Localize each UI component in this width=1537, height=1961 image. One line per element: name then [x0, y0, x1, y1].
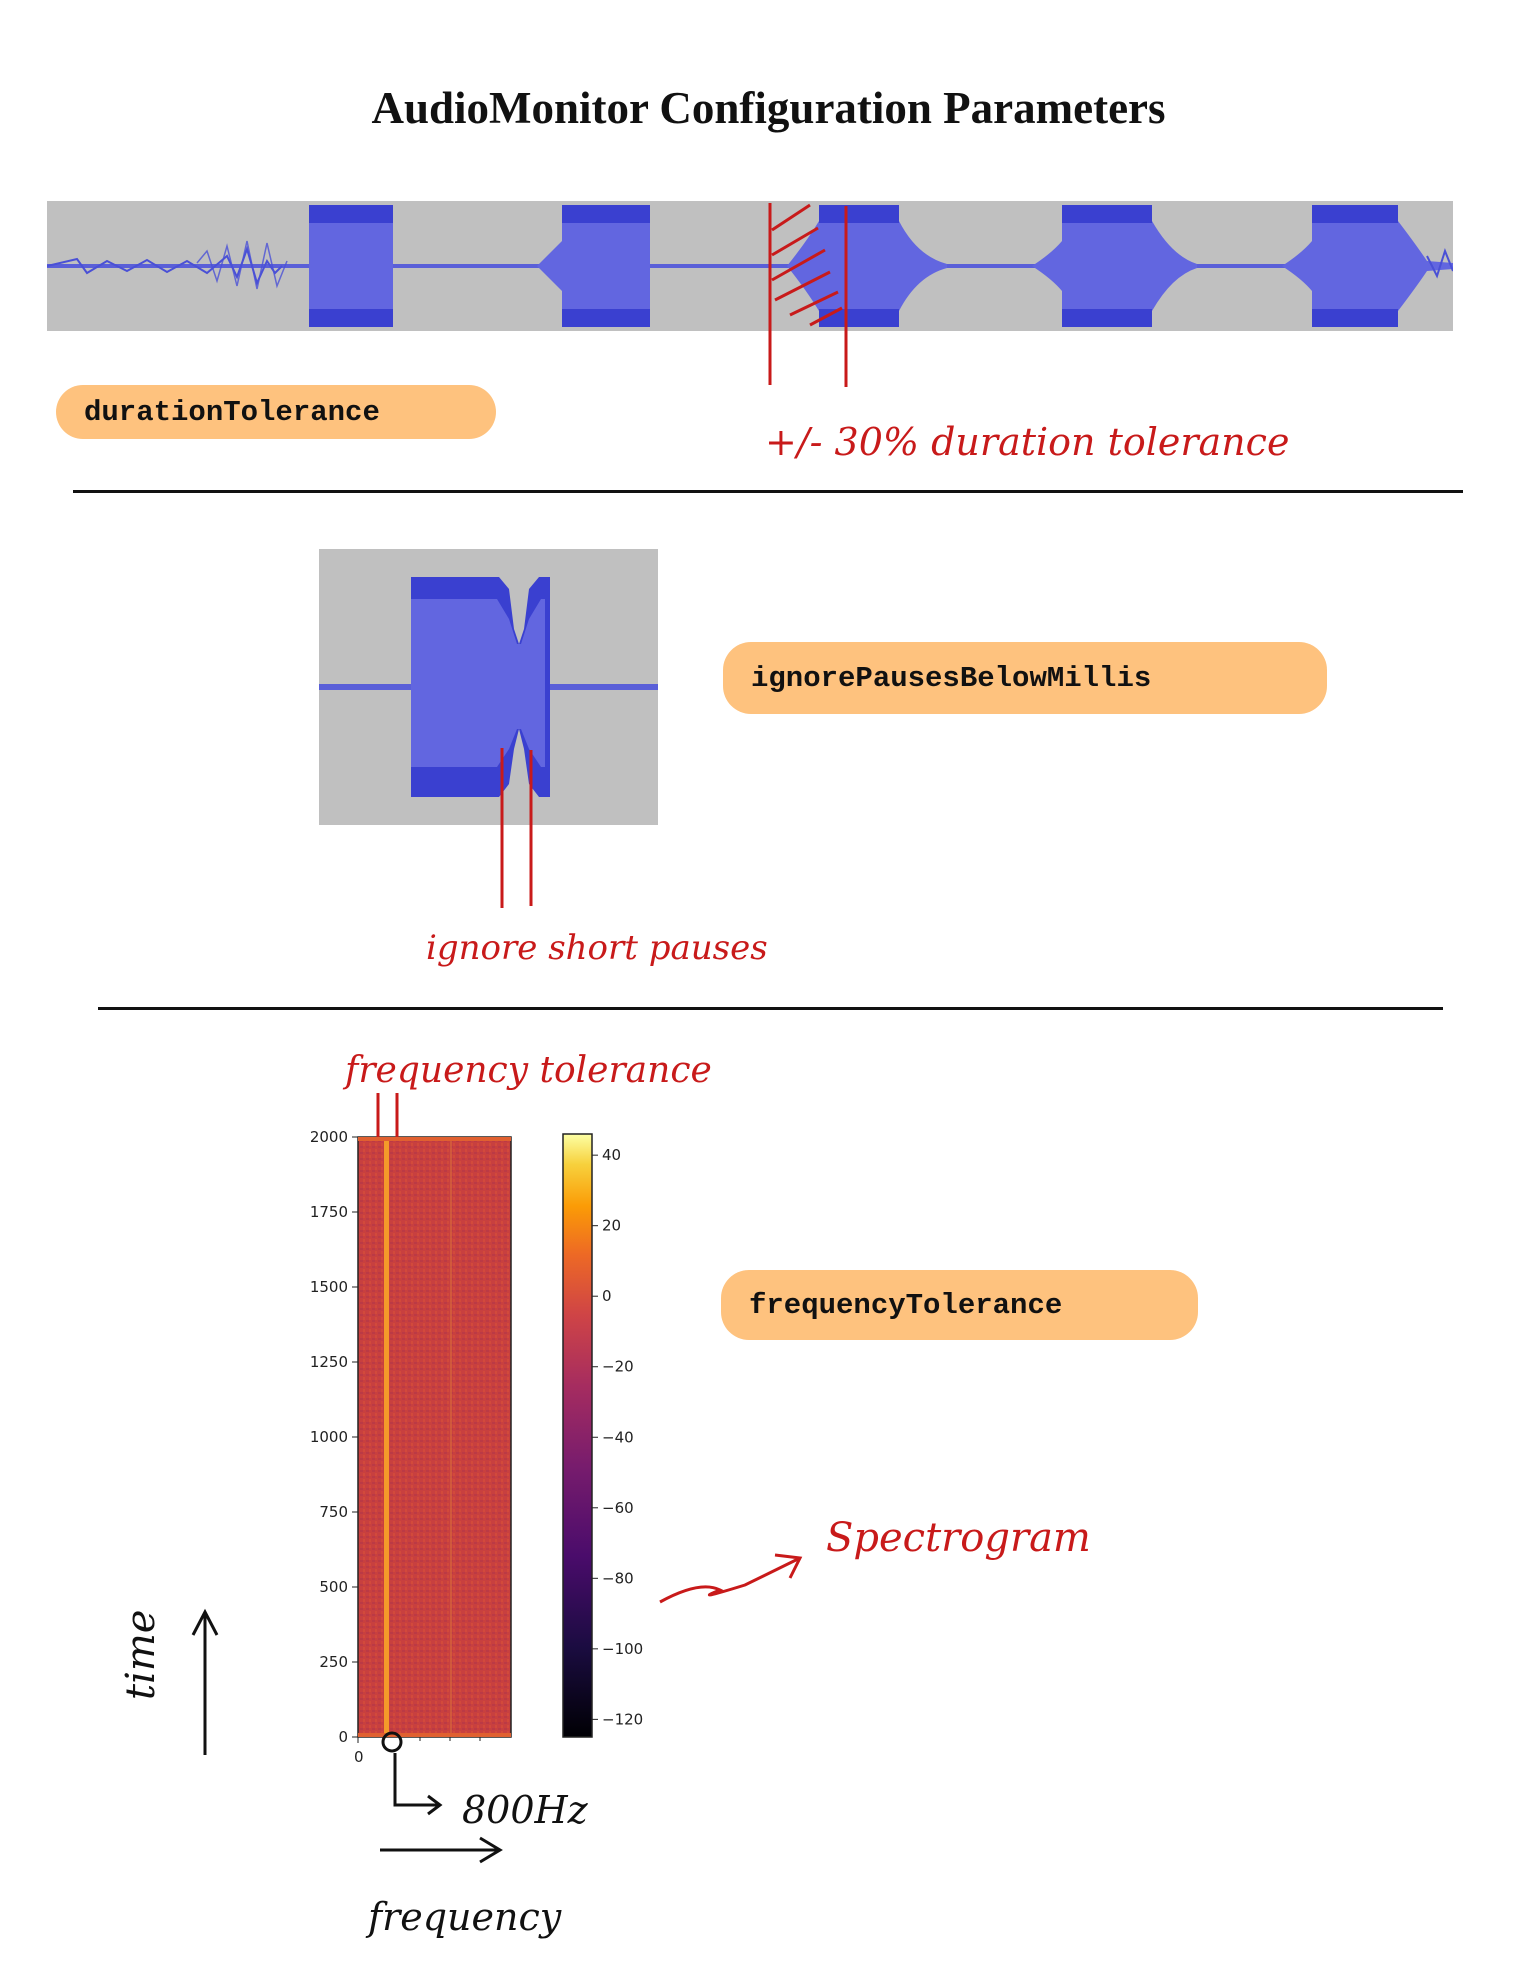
divider-2 — [98, 1007, 1443, 1010]
spectrogram-heatmap — [357, 1136, 512, 1738]
y-tick-label-6: 1500 — [310, 1278, 348, 1296]
frequency-tolerance-param: frequencyTolerance — [721, 1270, 1198, 1340]
colorbar-tick-label-3: −20 — [602, 1358, 634, 1376]
frequency-arrow — [380, 1836, 503, 1864]
colorbar-tick-label-2: 0 — [602, 1287, 612, 1305]
y-tick-label-5: 1250 — [310, 1353, 348, 1371]
frequency-axis-annotation: frequency — [368, 1895, 562, 1939]
y-tick-label-3: 750 — [319, 1503, 348, 1521]
colorbar — [562, 1133, 593, 1738]
ignore-pauses-label: ignorePausesBelowMillis — [751, 661, 1152, 695]
colorbar-tick-label-5: −60 — [602, 1499, 634, 1517]
colorbar-ticks: 40 20 0 −20 −40 −60 −80 −100 −120 — [592, 1146, 643, 1728]
pause-waveform — [319, 549, 658, 825]
y-tick-label-8: 2000 — [310, 1128, 348, 1146]
faint-band — [450, 1137, 452, 1737]
pauses-annotation: ignore short pauses — [426, 928, 768, 968]
spectrogram-arrow — [659, 1553, 803, 1604]
top-edge-band — [358, 1137, 511, 1141]
duration-waveform — [47, 201, 1453, 331]
y-tick-label-0: 0 — [338, 1728, 348, 1746]
colorbar-tick-label-1: 20 — [602, 1217, 621, 1235]
black-annotation-strokes — [191, 1608, 503, 1864]
duration-tolerance-label: durationTolerance — [84, 395, 380, 429]
y-tick-label-2: 500 — [319, 1578, 348, 1596]
y-axis-ticks: 0 250 500 750 1000 1250 1500 1750 2000 — [310, 1128, 358, 1746]
frequency-annotation: frequency tolerance — [345, 1050, 712, 1091]
colorbar-tick-label-0: 40 — [602, 1146, 621, 1164]
duration-tolerance-param: durationTolerance — [56, 385, 496, 439]
colorbar-tick-label-7: −100 — [602, 1640, 643, 1658]
duration-waveform-graphic — [47, 205, 1453, 327]
page-title: AudioMonitor Configuration Parameters — [371, 83, 1166, 133]
colorbar-tick-label-4: −40 — [602, 1428, 634, 1446]
duration-annotation: +/- 30% duration tolerance — [765, 420, 1290, 464]
bottom-edge-band — [358, 1733, 511, 1737]
dominant-band — [384, 1137, 389, 1737]
spectrogram-annotation: Spectrogram — [826, 1515, 1091, 1561]
colorbar-tick-label-6: −80 — [602, 1569, 634, 1587]
freq-800-pointer — [393, 1753, 443, 1816]
y-tick-label-4: 1000 — [310, 1428, 348, 1446]
time-arrow — [191, 1608, 219, 1755]
y-tick-label-1: 250 — [319, 1653, 348, 1671]
time-axis-annotation: time — [118, 1609, 164, 1700]
ignore-pauses-param: ignorePausesBelowMillis — [723, 642, 1327, 714]
colorbar-tick-label-8: −120 — [602, 1710, 643, 1728]
x-tick-label-0: 0 — [354, 1748, 364, 1766]
divider-1 — [73, 490, 1463, 493]
frequency-value-annotation: 800Hz — [462, 1788, 588, 1832]
y-tick-label-7: 1750 — [310, 1203, 348, 1221]
frequency-tolerance-label: frequencyTolerance — [749, 1288, 1063, 1322]
freq-800-marker — [381, 1731, 403, 1753]
pause-waveform-graphic — [319, 577, 658, 797]
